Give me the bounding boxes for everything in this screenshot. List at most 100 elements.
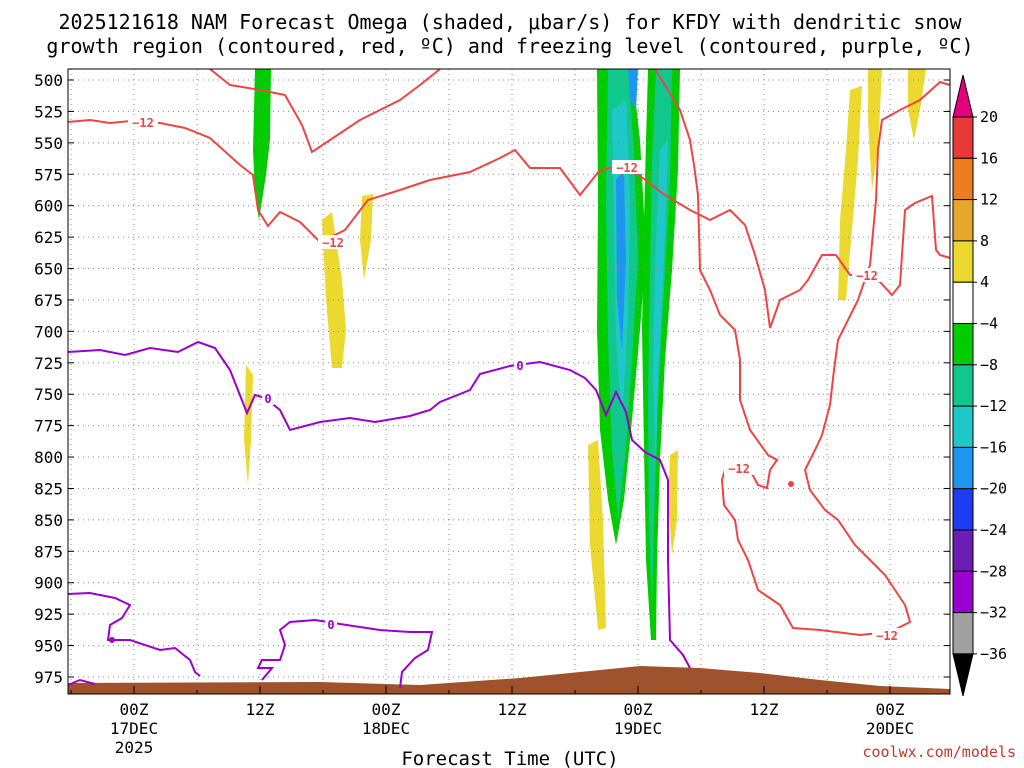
colorbar-label: −8: [980, 356, 998, 374]
x-tick-label: 19DEC: [614, 719, 662, 738]
colorbar-swatch: [952, 612, 974, 655]
freezing-label: 0: [327, 618, 334, 632]
omega-area-yellow: [668, 450, 678, 555]
freezing-labels: 0 0 0: [262, 358, 526, 632]
y-tick-label: 900: [34, 574, 63, 593]
colorbar-label: −32: [980, 604, 1007, 622]
y-tick-label: 525: [34, 102, 63, 121]
omega-area-yellow: [588, 440, 606, 630]
x-tick-label: 00Z: [120, 700, 149, 719]
dgz-contour-dot: [788, 481, 794, 487]
credit-text: coolwx.com/models: [862, 743, 1016, 761]
omega-area-cyan: [653, 140, 668, 470]
x-tick-label: 12Z: [246, 700, 275, 719]
dgz-contour-line: [654, 68, 951, 637]
omega-area-yellow: [360, 194, 373, 280]
dgz-label: −12: [856, 269, 878, 283]
x-axis-label: Forecast Time (UTC): [401, 748, 618, 768]
omega-area-green: [253, 69, 271, 220]
x-tick-label: 18DEC: [362, 719, 410, 738]
colorbar-label: 12: [980, 191, 998, 209]
colorbar: 20 16 12 8 4 −4 −8 −12 −16 −20 −24 −28 −32 −36: [952, 74, 1007, 697]
colorbar-top-triangle: [952, 74, 974, 118]
chart-title-line-1: 2025121618 NAM Forecast Omega (shaded, μ…: [58, 10, 962, 34]
y-tick-label: 775: [34, 417, 63, 436]
freezing-contour-line: [67, 678, 96, 686]
y-tick-label: 700: [34, 322, 63, 341]
freezing-label: 0: [264, 392, 271, 406]
freezing-level-contours: [67, 340, 691, 689]
x-tick-label: 20DEC: [866, 719, 914, 738]
colorbar-label: 8: [980, 232, 989, 250]
y-axis: 500 525 550 575 600 625 650 675 700 725 750 775 800 8…: [34, 71, 950, 687]
colorbar-label: −20: [980, 480, 1007, 498]
terrain-ground: [68, 666, 950, 694]
colorbar-label: −28: [980, 562, 1007, 580]
x-tick-label: 12Z: [498, 700, 527, 719]
dotted-grid: [68, 69, 950, 694]
omega-area-blue: [628, 69, 638, 110]
x-tick-label: 00Z: [624, 700, 653, 719]
y-tick-label: 575: [34, 165, 63, 184]
colorbar-swatch: [952, 323, 974, 366]
y-tick-label: 650: [34, 260, 63, 279]
y-tick-label: 875: [34, 542, 63, 561]
colorbar-swatch: [952, 446, 974, 490]
omega-area-yellow: [908, 69, 926, 140]
colorbar-swatch: [952, 405, 974, 448]
dgz-labels: −12 −12 −12 −12 −12 −12: [128, 115, 902, 643]
y-tick-label: 550: [34, 134, 63, 153]
y-tick-label: 625: [34, 228, 63, 247]
colorbar-label: −24: [980, 521, 1007, 539]
colorbar-swatch: [952, 281, 974, 325]
plot-area: [68, 69, 950, 694]
y-tick-label: 850: [34, 511, 63, 530]
dgz-label: −12: [616, 161, 638, 175]
y-tick-label: 975: [34, 668, 63, 687]
freezing-contour-line: [67, 340, 691, 669]
colorbar-swatch: [952, 364, 974, 407]
chart-title-line-2: growth region (contoured, red, ºC) and f…: [46, 34, 973, 58]
x-tick-label: 17DEC: [110, 719, 158, 738]
colorbar-swatch: [952, 570, 974, 614]
omega-area-yellow: [244, 365, 253, 485]
colorbar-swatch: [952, 240, 974, 283]
x-tick-label: 12Z: [750, 700, 779, 719]
colorbar-label: 4: [980, 273, 989, 291]
colorbar-label: 20: [980, 108, 998, 126]
dgz-label: −12: [728, 462, 750, 476]
y-tick-label: 950: [34, 637, 63, 656]
omega-shading: [244, 69, 926, 640]
omega-area-blue: [616, 170, 626, 350]
colorbar-swatch: [952, 529, 974, 572]
plot-frame: [67, 68, 951, 695]
colorbar-label: −4: [980, 315, 998, 333]
y-tick-label: 750: [34, 385, 63, 404]
colorbar-label: −16: [980, 438, 1007, 456]
y-tick-label: 725: [34, 354, 63, 373]
freezing-label: 0: [516, 359, 523, 373]
x-tick-label: 00Z: [876, 700, 905, 719]
dgz-contour-line: [209, 68, 441, 154]
omega-area-yellow: [838, 86, 862, 300]
colorbar-label: −12: [980, 397, 1007, 415]
colorbar-swatch: [952, 116, 974, 159]
colorbar-swatch: [952, 157, 974, 201]
y-tick-label: 800: [34, 448, 63, 467]
y-tick-label: 500: [34, 71, 63, 90]
colorbar-label: 16: [980, 149, 998, 167]
dgz-label: −12: [132, 116, 154, 130]
freezing-contour-dot: [109, 637, 115, 643]
colorbar-swatch: [952, 199, 974, 242]
freezing-contour-line: [67, 591, 201, 677]
colorbar-label: −36: [980, 645, 1007, 663]
omega-area-yellow: [322, 212, 346, 368]
dgz-label: −12: [876, 629, 898, 643]
colorbar-swatch: [952, 488, 974, 531]
y-tick-label: 925: [34, 605, 63, 624]
y-tick-label: 600: [34, 197, 63, 216]
y-tick-label: 675: [34, 291, 63, 310]
y-tick-label: 825: [34, 479, 63, 498]
